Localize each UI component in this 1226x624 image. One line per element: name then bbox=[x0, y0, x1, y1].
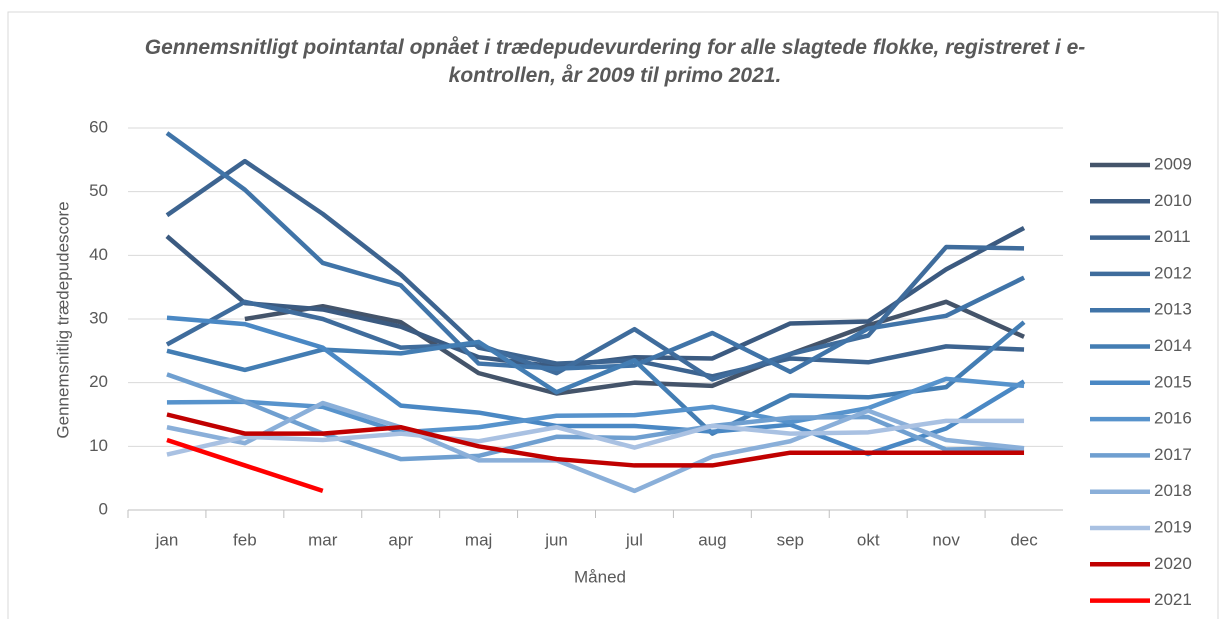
legend-label: 2018 bbox=[1154, 481, 1192, 500]
legend-label: 2014 bbox=[1154, 336, 1192, 355]
x-tick-label: sep bbox=[777, 530, 804, 549]
series-line bbox=[165, 244, 1025, 382]
series-line bbox=[165, 158, 1025, 379]
y-tick-label: 60 bbox=[89, 117, 108, 136]
x-tick-label: nov bbox=[932, 530, 960, 549]
series-line bbox=[244, 299, 1025, 396]
legend-label: 2013 bbox=[1154, 300, 1192, 319]
series-line bbox=[166, 320, 1026, 436]
x-tick-label: maj bbox=[465, 530, 492, 549]
title-box: Gennemsnitligt pointantal opnået i træde… bbox=[144, 36, 1086, 87]
legend-label: 2011 bbox=[1154, 227, 1191, 246]
x-tick-label: jun bbox=[544, 530, 568, 549]
x-tick-label: okt bbox=[857, 530, 880, 549]
series-line bbox=[166, 400, 1025, 494]
series-line bbox=[166, 437, 324, 494]
series-line bbox=[166, 412, 1025, 468]
legend-label: 2015 bbox=[1154, 372, 1192, 391]
series-line bbox=[166, 418, 1025, 457]
legend-label: 2021 bbox=[1154, 590, 1192, 609]
x-tick-label: apr bbox=[388, 530, 413, 549]
x-tick-label: mar bbox=[308, 530, 338, 549]
y-tick-label: 0 bbox=[99, 499, 108, 518]
x-tick-label: jul bbox=[625, 530, 643, 549]
legend-label: 2009 bbox=[1154, 154, 1192, 173]
x-tick-label: dec bbox=[1010, 530, 1038, 549]
legend-label: 2019 bbox=[1154, 517, 1192, 536]
y-tick-label: 20 bbox=[89, 372, 108, 391]
chart-title: Gennemsnitligt pointantal opnået i træde… bbox=[144, 36, 1086, 87]
x-tick-label: feb bbox=[233, 530, 257, 549]
legend-label: 2020 bbox=[1154, 554, 1192, 573]
series-line bbox=[166, 315, 1026, 457]
legend-label: 2012 bbox=[1154, 263, 1192, 282]
x-tick-label: jan bbox=[155, 530, 179, 549]
y-axis-label: Gennemsnitlig trædepudescore bbox=[53, 201, 72, 438]
y-tick-label: 40 bbox=[89, 245, 108, 264]
legend-label: 2016 bbox=[1154, 409, 1192, 428]
series-line bbox=[166, 376, 1025, 435]
legend-label: 2010 bbox=[1154, 191, 1192, 210]
y-tick-label: 50 bbox=[89, 181, 108, 200]
chart-frame bbox=[7, 11, 1219, 624]
series-line bbox=[165, 131, 1026, 375]
legend-label: 2017 bbox=[1154, 445, 1192, 464]
x-tick-label: aug bbox=[698, 530, 726, 549]
x-axis-label: Måned bbox=[574, 567, 626, 586]
y-tick-label: 10 bbox=[89, 436, 108, 455]
y-tick-label: 30 bbox=[89, 308, 108, 327]
